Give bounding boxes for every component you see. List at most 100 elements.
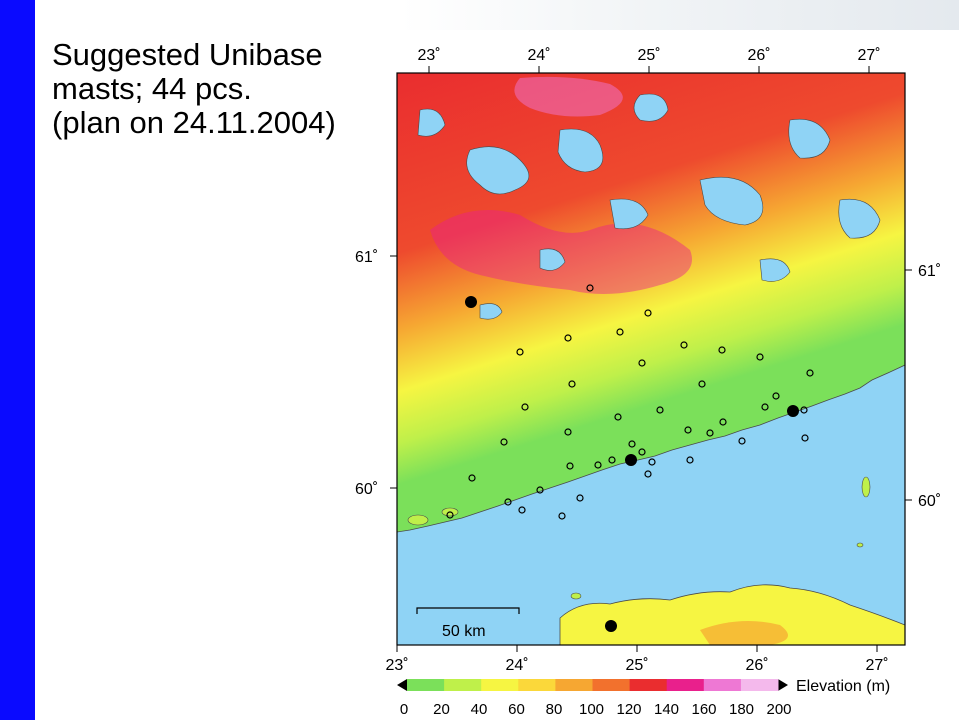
mast-marker-major xyxy=(787,405,799,417)
map-frame xyxy=(396,72,906,646)
lon-label-bottom: 25˚ xyxy=(625,657,648,674)
top-banner xyxy=(400,0,959,30)
mast-marker-planned xyxy=(518,506,526,514)
title-line-2: masts; 44 pcs. xyxy=(52,71,252,106)
lat-labels: 61˚ 60˚ 61˚ 60˚ xyxy=(355,249,941,510)
mast-marker-planned xyxy=(756,353,764,361)
mast-marker-planned xyxy=(800,406,808,414)
lon-label-bottom: 26˚ xyxy=(745,657,768,674)
axis-ticks xyxy=(390,66,912,652)
legend-color-swatch xyxy=(703,679,742,691)
title-line-3: (plan on 24.11.2004) xyxy=(52,105,336,140)
lon-labels-top: 23˚ 24˚ 25˚ 26˚ 27˚ xyxy=(417,47,880,64)
mast-marker-planned xyxy=(558,512,566,520)
legend-color-swatch xyxy=(666,679,705,691)
elevation-legend: Elevation (m) 0 20 40 60 80 100 120 140 160 180 20… xyxy=(397,678,890,718)
mast-marker-planned xyxy=(644,470,652,478)
legend-tick-label: 160 xyxy=(691,701,716,718)
legend-color-swatch xyxy=(481,679,519,691)
legend-tick-label: 0 xyxy=(400,701,408,718)
mast-marker-planned xyxy=(516,348,524,356)
legend-tick-label: 200 xyxy=(766,701,791,718)
mast-marker-planned xyxy=(738,437,746,445)
mast-marker-planned xyxy=(616,328,624,336)
mast-marker-planned xyxy=(656,406,664,414)
mainland xyxy=(397,73,905,533)
mast-marker-planned xyxy=(761,403,769,411)
mast-marker-planned xyxy=(504,498,512,506)
side-bar xyxy=(0,0,35,720)
lon-label-top: 25˚ xyxy=(637,47,660,64)
mast-marker-planned xyxy=(698,380,706,388)
mast-marker-major xyxy=(465,296,477,308)
legend-tick-label: 60 xyxy=(508,701,525,718)
mast-marker-planned xyxy=(614,413,622,421)
mast-marker-planned xyxy=(564,334,572,342)
lon-label-top: 26˚ xyxy=(747,47,770,64)
legend-color-swatch xyxy=(555,679,593,691)
mast-markers xyxy=(446,284,814,632)
legend-color-swatch xyxy=(592,679,631,691)
legend-color-swatch xyxy=(407,679,445,691)
lon-label-top: 23˚ xyxy=(417,47,440,64)
legend-tick-label: 80 xyxy=(546,701,563,718)
mast-marker-planned xyxy=(628,440,636,448)
lat-label-right: 61˚ xyxy=(918,263,941,280)
mast-marker-planned xyxy=(586,284,594,292)
mast-marker-planned xyxy=(644,309,652,317)
legend-tick-label: 120 xyxy=(616,701,641,718)
mast-marker-planned xyxy=(594,461,602,469)
map-body xyxy=(397,73,905,645)
mast-marker-planned xyxy=(608,456,616,464)
legend-tick-label: 180 xyxy=(729,701,754,718)
mast-marker-planned xyxy=(576,494,584,502)
mast-marker-planned xyxy=(719,418,727,426)
lat-label-left: 60˚ xyxy=(355,481,378,498)
legend-arrow-right xyxy=(778,679,788,691)
islands xyxy=(407,476,871,600)
lon-label-bottom: 24˚ xyxy=(505,657,528,674)
mast-marker-major xyxy=(625,454,637,466)
lon-label-bottom: 23˚ xyxy=(385,657,408,674)
scale-label: 50 km xyxy=(442,623,486,640)
mast-marker-planned xyxy=(684,426,692,434)
lat-label-left: 61˚ xyxy=(355,249,378,266)
mast-marker-planned xyxy=(638,359,646,367)
lon-labels-bottom: 23˚ 24˚ 25˚ 26˚ 27˚ xyxy=(385,657,888,674)
mast-marker-planned xyxy=(446,511,454,519)
legend-tick-label: 20 xyxy=(433,701,450,718)
legend-tick-label: 100 xyxy=(579,701,604,718)
mast-marker-planned xyxy=(500,438,508,446)
legend-tick-label: 140 xyxy=(654,701,679,718)
mast-marker-planned xyxy=(680,341,688,349)
scale-bar: 50 km xyxy=(416,607,520,640)
lon-label-top: 24˚ xyxy=(527,47,550,64)
mast-marker-planned xyxy=(806,369,814,377)
mast-marker-planned xyxy=(801,434,809,442)
mast-marker-planned xyxy=(718,346,726,354)
highland-north xyxy=(514,76,623,117)
legend-color-swatch xyxy=(740,679,779,691)
legend-tick-label: 40 xyxy=(471,701,488,718)
southern-coast xyxy=(559,584,905,645)
southern-highland xyxy=(700,621,788,645)
lon-label-bottom: 27˚ xyxy=(865,657,888,674)
legend-color-swatch xyxy=(518,679,556,691)
mast-marker-planned xyxy=(521,403,529,411)
mast-marker-planned xyxy=(468,474,476,482)
mast-marker-planned xyxy=(706,429,714,437)
lat-label-right: 60˚ xyxy=(918,493,941,510)
mast-marker-planned xyxy=(536,486,544,494)
mast-marker-planned xyxy=(564,428,572,436)
legend-color-swatch xyxy=(444,679,482,691)
legend-arrow-left xyxy=(397,679,407,691)
legend-color-swatch xyxy=(629,679,668,691)
mast-marker-planned xyxy=(648,458,656,466)
mast-marker-planned xyxy=(566,462,574,470)
title-line-1: Suggested Unibase xyxy=(52,37,323,72)
mast-marker-planned xyxy=(772,392,780,400)
legend-label: Elevation (m) xyxy=(796,678,890,695)
slide-title: Suggested Unibase masts; 44 pcs. (plan o… xyxy=(52,38,336,140)
mast-marker-major xyxy=(605,620,617,632)
